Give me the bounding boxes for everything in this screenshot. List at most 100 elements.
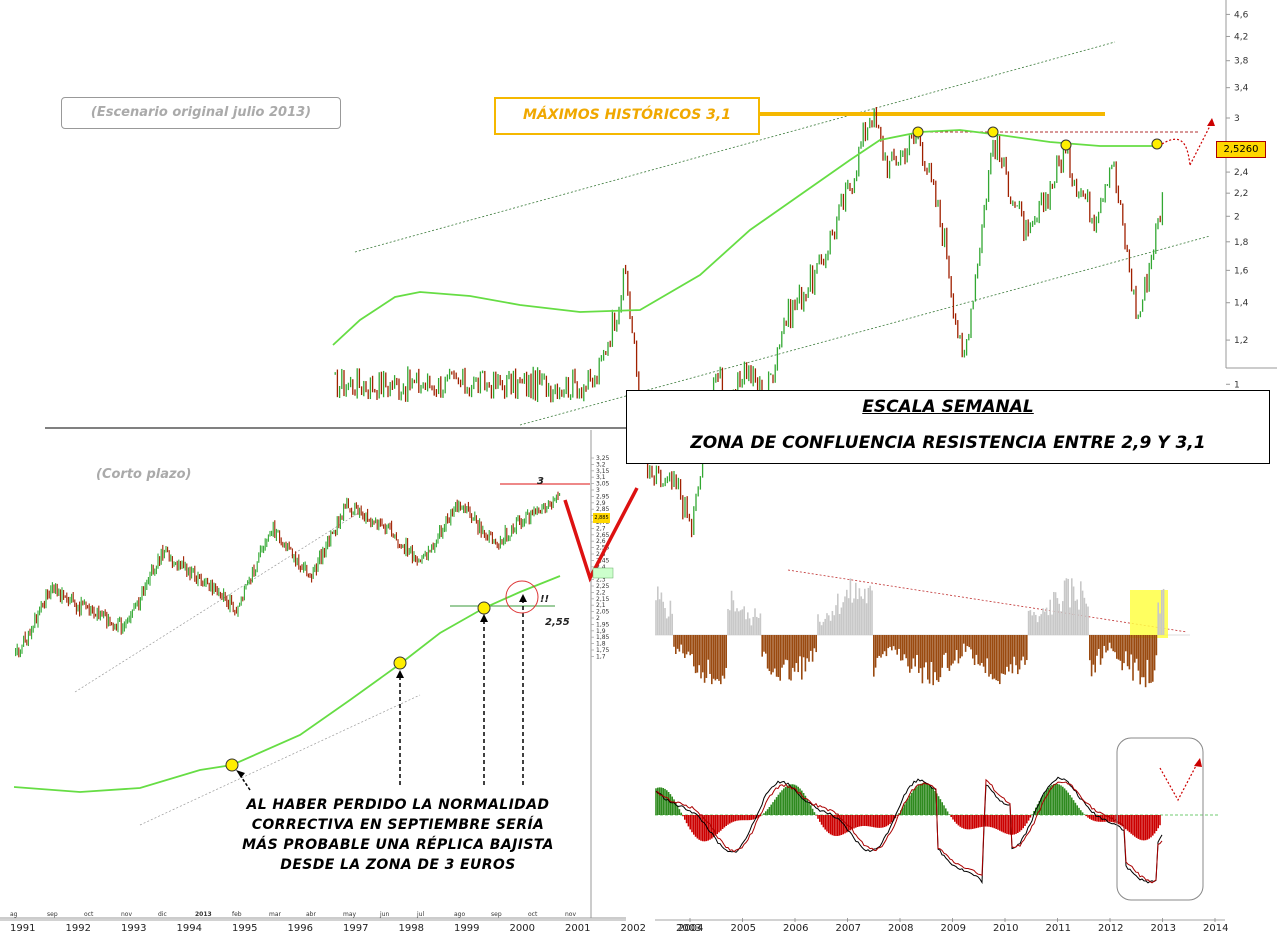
short-year-label: 1991 xyxy=(10,923,35,934)
weekly-touch-marker xyxy=(912,126,924,138)
short-month-label: sep xyxy=(491,911,502,918)
short-year-label: 1994 xyxy=(177,923,202,934)
alert-label: !! xyxy=(540,594,549,605)
weekly-year-label: 2014 xyxy=(1203,923,1228,934)
short-y-tick-label: 1,7 xyxy=(596,653,606,660)
short-year-label: 1997 xyxy=(343,923,368,934)
short-touch-marker xyxy=(225,758,239,772)
osc-line-red xyxy=(655,778,1163,884)
weekly-y-tick-label: 2,4 xyxy=(1234,168,1249,178)
short-month-label: nov xyxy=(121,911,132,918)
weekly-y-tick-label: 1,2 xyxy=(1234,336,1248,346)
short-touch-marker xyxy=(393,656,407,670)
short-year-label: 2002 xyxy=(621,923,646,934)
support-label: 2,55 xyxy=(545,617,570,628)
weekly-year-label: 2009 xyxy=(941,923,966,934)
short-ma-badge xyxy=(592,567,614,579)
short-year-label: 2003 xyxy=(676,923,701,934)
short-y-tick-label: 1,9 xyxy=(596,628,606,635)
weekly-year-label: 2008 xyxy=(888,923,913,934)
scale-box: ESCALA SEMANAL ZONA DE CONFLUENCIA RESIS… xyxy=(626,390,1270,464)
short-month-label: dic xyxy=(158,911,167,918)
short-alert-circle xyxy=(505,580,539,614)
short-projection-v xyxy=(563,487,639,583)
short-y-tick-label: 2,05 xyxy=(596,609,610,616)
short-price-badge: 2,885 xyxy=(593,513,610,523)
short-y-tick-label: 3 xyxy=(596,487,600,494)
weekly-year-label: 2010 xyxy=(993,923,1018,934)
short-month-label: ag xyxy=(10,911,18,918)
short-y-tick-label: 2,4 xyxy=(596,564,606,571)
short-year-label: 1995 xyxy=(232,923,257,934)
short-year-label: 2000 xyxy=(510,923,535,934)
note-line: MÁS PROBABLE UNA RÉPLICA BAJISTA xyxy=(242,837,554,853)
short-month-label: nov xyxy=(565,911,576,918)
short-y-tick-label: 2,65 xyxy=(596,532,610,539)
last-price-badge: 2,5260 xyxy=(1216,141,1266,158)
note-line: DESDE LA ZONA DE 3 EUROS xyxy=(280,857,516,873)
short-y-tick-label: 2,55 xyxy=(596,545,610,552)
weekly-projection-up xyxy=(1189,121,1213,166)
weekly-y-tick-label: 1,8 xyxy=(1234,238,1249,248)
short-y-tick-label: 2,2 xyxy=(596,589,606,596)
short-pointer-arrowhead xyxy=(236,770,245,778)
short-month-label: jul xyxy=(416,911,424,918)
historic-max-box: MÁXIMOS HISTÓRICOS 3,1 xyxy=(494,97,760,135)
short-price-series xyxy=(15,491,561,658)
short-month-label: may xyxy=(343,911,357,918)
weekly-projection-arrowhead xyxy=(1207,118,1215,126)
short-y-tick-label: 2,15 xyxy=(596,596,610,603)
weekly-year-label: 2004 xyxy=(678,923,703,934)
short-year-label: 1992 xyxy=(66,923,91,934)
channel-lower-line xyxy=(519,235,1211,426)
short-y-tick-label: 2,45 xyxy=(596,557,610,564)
short-y-tick-label: 1,95 xyxy=(596,621,610,628)
osc-line-black xyxy=(655,776,1163,885)
short-y-tick-label: 2,9 xyxy=(596,500,606,507)
weekly-y-tick-label: 4,6 xyxy=(1234,10,1249,20)
short-y-tick-label: 2,1 xyxy=(596,602,606,609)
short-month-label: feb xyxy=(232,911,242,918)
short-pointer-arrowhead xyxy=(480,614,488,622)
weekly-y-tick-label: 3,8 xyxy=(1234,57,1249,67)
osc-projection-path xyxy=(1159,761,1199,802)
short-pointer-arrow xyxy=(239,774,251,791)
weekly-year-label: 2013 xyxy=(1151,923,1176,934)
short-y-tick-label: 3,2 xyxy=(596,461,606,468)
weekly-y-tick-label: 3 xyxy=(1234,114,1240,124)
weekly-year-label: 2005 xyxy=(731,923,756,934)
short-month-label: mar xyxy=(269,911,282,918)
short-y-tick-label: 2 xyxy=(596,615,600,622)
scale-subtitle: ZONA DE CONFLUENCIA RESISTENCIA ENTRE 2,… xyxy=(690,433,1206,453)
short-month-label: ago xyxy=(454,911,465,918)
short-month-label: abr xyxy=(306,911,316,918)
short-y-tick-label: 2,85 xyxy=(596,506,610,513)
short-y-tick-label: 1,85 xyxy=(596,634,610,641)
short-touch-marker xyxy=(477,601,491,615)
weekly-y-tick-label: 4,2 xyxy=(1234,32,1248,42)
weekly-moving-average xyxy=(332,129,1160,346)
volume-trend-line xyxy=(787,569,1188,633)
short-year-label: 1993 xyxy=(121,923,146,934)
commentary-note: AL HABER PERDIDO LA NORMALIDAD CORRECTIV… xyxy=(208,795,588,875)
weekly-y-tick-label: 2 xyxy=(1234,212,1240,222)
short-month-label: jun xyxy=(379,911,389,918)
short-month-label: 2013 xyxy=(195,911,212,918)
osc-projection-arrowhead xyxy=(1194,758,1202,767)
weekly-touch-marker xyxy=(1060,139,1072,151)
weekly-touch-marker xyxy=(987,126,999,138)
short-channel-lower xyxy=(139,694,421,826)
weekly-y-tick-label: 1 xyxy=(1234,380,1240,390)
short-term-label: (Corto plazo) xyxy=(96,467,192,482)
short-y-tick-label: 3,15 xyxy=(596,468,610,475)
weekly-year-label: 2011 xyxy=(1046,923,1071,934)
note-line: AL HABER PERDIDO LA NORMALIDAD xyxy=(246,797,550,813)
scenario-label-box: (Escenario original julio 2013) xyxy=(61,97,341,129)
osc-highlight-box xyxy=(1116,737,1204,901)
short-y-tick-label: 2,95 xyxy=(596,493,610,500)
short-y-tick-label: 3,05 xyxy=(596,481,610,488)
short-y-tick-label: 2,25 xyxy=(596,583,610,590)
short-channel-upper xyxy=(74,511,361,693)
